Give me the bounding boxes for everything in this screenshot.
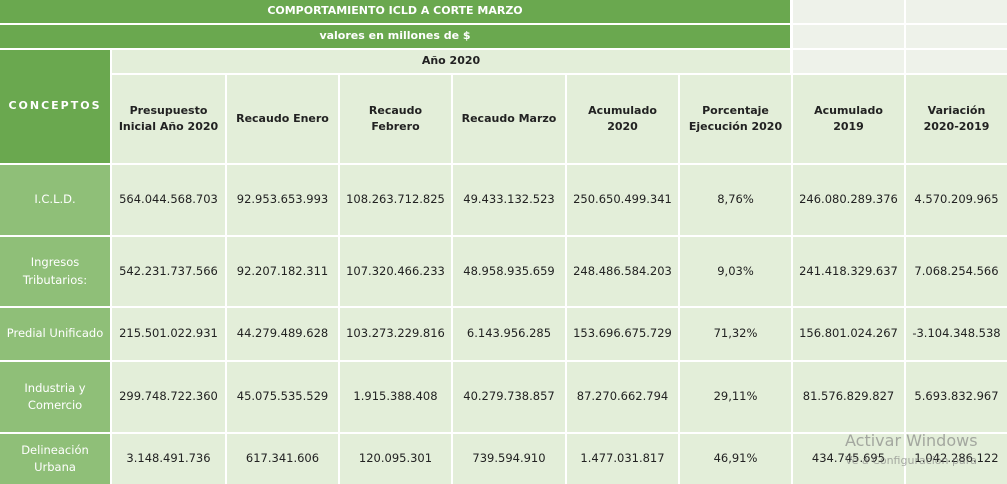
cell-value: 564.044.568.703 [112,165,225,235]
row-concept: Ingresos Tributarios: [0,237,110,306]
cell-value: 250.650.499.341 [567,165,678,235]
cell-value: 248.486.584.203 [567,237,678,306]
cell-value: 299.748.722.360 [112,362,225,432]
row-concept: Predial Unificado [0,308,110,360]
cell-value: 215.501.022.931 [112,308,225,360]
cell-value: 103.273.229.816 [340,308,451,360]
cell-value: -3.104.348.538 [906,308,1007,360]
row-concept: Industria y Comercio [0,362,110,432]
row-concept: Delineación Urbana [0,434,110,484]
subtitle: valores en millones de $ [0,25,790,48]
blank-cell [793,0,904,23]
cell-value: 6.143.956.285 [453,308,565,360]
year-label: Año 2020 [112,50,790,73]
cell-value: 1.477.031.817 [567,434,678,484]
cell-value: 87.270.662.794 [567,362,678,432]
column-header: Recaudo Marzo [453,75,565,163]
cell-value: 8,76% [680,165,791,235]
cell-value: 120.095.301 [340,434,451,484]
cell-value: 5.693.832.967 [906,362,1007,432]
column-header: Recaudo Febrero [340,75,451,163]
cell-value: 46,91% [680,434,791,484]
column-header: Acumulado 2019 [793,75,904,163]
cell-value: 107.320.466.233 [340,237,451,306]
cell-value: 1.915.388.408 [340,362,451,432]
cell-value: 49.433.132.523 [453,165,565,235]
watermark-text: Ve a Configuración para [845,454,977,467]
column-header: Porcentaje Ejecución 2020 [680,75,791,163]
title: COMPORTAMIENTO ICLD A CORTE MARZO [0,0,790,23]
cell-value: 1.042.286.122 [906,434,1007,484]
blank-cell [906,50,1007,73]
cell-value: 44.279.489.628 [227,308,338,360]
watermark-title: Activar Windows [845,431,978,450]
row-concept: I.C.L.D. [0,165,110,235]
column-header: Variación 2020-2019 [906,75,1007,163]
blank-cell [906,0,1007,23]
cell-value: 241.418.329.637 [793,237,904,306]
cell-value: 40.279.738.857 [453,362,565,432]
cell-value: 739.594.910 [453,434,565,484]
cell-value: 71,32% [680,308,791,360]
cell-value: 45.075.535.529 [227,362,338,432]
cell-value: 4.570.209.965 [906,165,1007,235]
cell-value: 29,11% [680,362,791,432]
cell-value: 542.231.737.566 [112,237,225,306]
cell-value: 92.207.182.311 [227,237,338,306]
cell-value: 108.263.712.825 [340,165,451,235]
cell-value: 246.080.289.376 [793,165,904,235]
blank-cell [793,25,904,48]
column-header: Recaudo Enero [227,75,338,163]
cell-value: 153.696.675.729 [567,308,678,360]
cell-value: 7.068.254.566 [906,237,1007,306]
column-header: Acumulado 2020 [567,75,678,163]
cell-value: 9,03% [680,237,791,306]
cell-value: 48.958.935.659 [453,237,565,306]
blank-cell [793,50,904,73]
cell-value: 156.801.024.267 [793,308,904,360]
blank-cell [906,25,1007,48]
cell-value: 3.148.491.736 [112,434,225,484]
cell-value: 81.576.829.827 [793,362,904,432]
cell-value: 434.745.695 [793,434,904,484]
cell-value: 92.953.653.993 [227,165,338,235]
concepts-header: CONCEPTOS [0,50,110,163]
cell-value: 617.341.606 [227,434,338,484]
column-header: Presupuesto Inicial Año 2020 [112,75,225,163]
